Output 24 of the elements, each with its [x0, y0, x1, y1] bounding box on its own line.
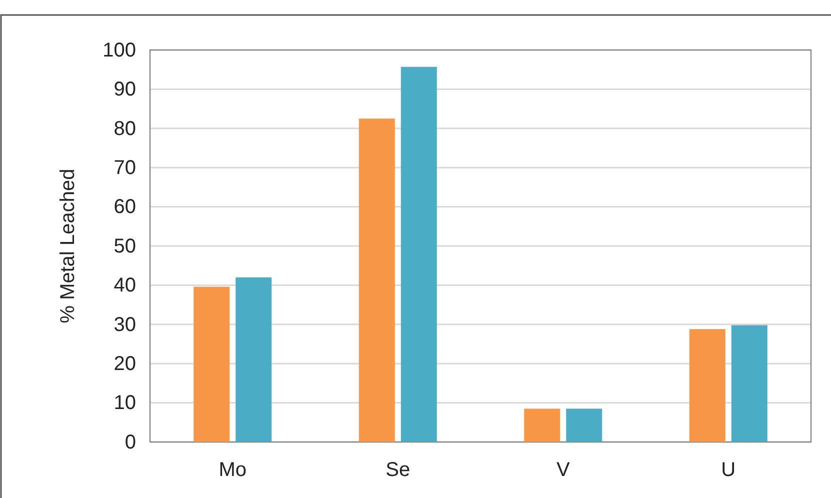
y-tick-label: 40 [114, 274, 136, 297]
x-tick-label: Se [386, 459, 410, 482]
x-tick-label: V [556, 459, 570, 482]
y-tick-label: 50 [114, 235, 136, 258]
y-tick-label: 10 [114, 392, 136, 414]
x-tick-label: U [721, 459, 736, 482]
y-tick-label: 20 [114, 353, 136, 375]
bar [194, 286, 230, 442]
y-tick-label: 100 [102, 39, 136, 62]
bar [731, 325, 768, 442]
x-tick-label: Mo [218, 459, 247, 482]
bar [524, 408, 560, 442]
y-tick-label: 30 [114, 314, 136, 336]
y-tick-label: 60 [114, 196, 136, 218]
y-tick-label: 80 [114, 118, 136, 140]
y-tick-label: 70 [114, 157, 136, 179]
bar [689, 329, 726, 442]
y-axis-title: % Metal Leached [57, 168, 79, 324]
y-tick-label: 0 [124, 431, 136, 454]
bar [236, 277, 272, 442]
bar [566, 408, 602, 442]
y-tick-label: 90 [114, 78, 136, 101]
bar [400, 66, 437, 442]
bar [358, 118, 395, 442]
